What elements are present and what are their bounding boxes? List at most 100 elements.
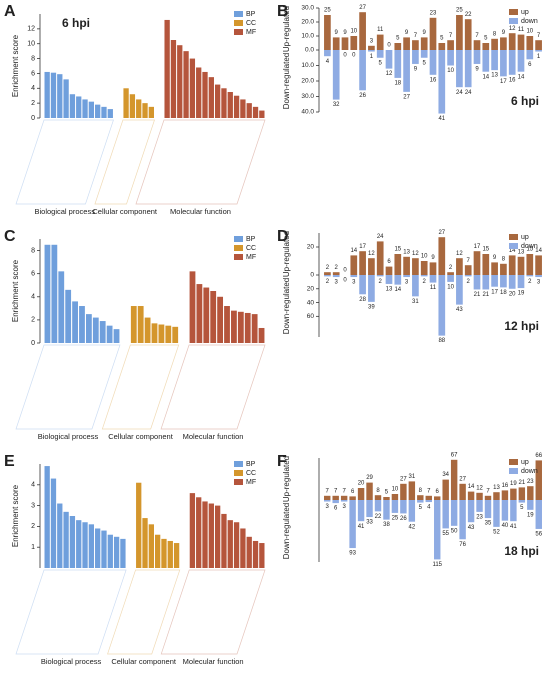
bar	[391, 494, 399, 500]
y-tick-label: 0	[31, 115, 35, 122]
bar	[189, 271, 196, 343]
bar	[456, 15, 463, 50]
y-tick-label: 4	[31, 294, 35, 301]
value-label: 7	[486, 488, 490, 494]
value-label: 32	[333, 102, 340, 108]
bar	[527, 486, 534, 500]
bar	[332, 37, 340, 50]
bar	[340, 500, 348, 502]
value-label: 67	[451, 452, 458, 458]
bar	[63, 511, 69, 568]
legend-label: CC	[246, 20, 256, 27]
bar	[501, 500, 509, 521]
bar	[95, 528, 101, 568]
bar	[526, 50, 534, 60]
bar	[501, 490, 509, 500]
value-label: 8	[502, 256, 506, 262]
bar	[366, 482, 373, 500]
value-label: 7	[537, 33, 541, 39]
y-tick-label: 0.0	[305, 47, 314, 54]
bar	[473, 40, 481, 50]
y-tick-label: 4	[31, 85, 35, 92]
bar	[374, 500, 382, 512]
value-label: 14	[482, 74, 489, 80]
value-label: 5	[423, 60, 427, 66]
value-label: 12	[368, 251, 375, 257]
bar	[517, 34, 525, 50]
bar	[359, 275, 366, 295]
value-label: 19	[527, 512, 534, 518]
value-label: 1	[537, 54, 541, 60]
bar	[136, 99, 142, 118]
value-label: 14	[509, 248, 516, 254]
legend-swatch	[509, 9, 518, 15]
bar	[412, 258, 419, 275]
bar	[79, 306, 85, 343]
bar	[482, 43, 490, 50]
value-label: 9	[343, 30, 347, 36]
bar	[400, 483, 407, 500]
panel-title: 6 hpi	[511, 94, 539, 108]
y-tick-label: 0	[31, 340, 35, 347]
bar	[467, 500, 475, 523]
value-label: 12	[456, 251, 463, 257]
value-label: 25	[324, 8, 331, 14]
value-label: 2	[379, 279, 383, 285]
bar	[324, 50, 331, 57]
bar	[429, 17, 437, 50]
value-label: 38	[383, 522, 390, 528]
value-label: 9	[405, 30, 409, 36]
bar	[224, 306, 230, 343]
bar	[196, 497, 202, 568]
bar	[442, 479, 449, 500]
value-label: 12	[386, 71, 393, 77]
group-label: Molecular function	[170, 207, 231, 216]
y-tick-label: 40.0	[301, 109, 314, 116]
bar	[144, 317, 151, 343]
value-label: 27	[359, 5, 366, 11]
bar	[394, 254, 402, 275]
panel-letter: F	[277, 453, 287, 470]
bar	[161, 538, 167, 568]
legend-label: BP	[246, 236, 256, 243]
value-label: 10	[392, 487, 399, 493]
bar	[508, 50, 516, 75]
legend-swatch	[234, 20, 243, 26]
value-label: 88	[438, 338, 445, 344]
value-label: 27	[403, 94, 410, 100]
bar	[383, 500, 390, 520]
bar	[50, 72, 57, 118]
bar	[341, 37, 349, 50]
y-tick-label: 12	[27, 26, 35, 33]
value-label: 19	[518, 291, 525, 297]
bar	[208, 503, 214, 568]
bar	[148, 106, 154, 118]
bar	[510, 488, 517, 500]
value-label: 5	[484, 36, 488, 42]
legend-swatch	[234, 236, 243, 242]
bar	[447, 272, 454, 275]
group-frame	[15, 569, 127, 655]
bar	[173, 543, 180, 568]
value-label: 7	[427, 488, 431, 494]
panel-letter: C	[4, 228, 16, 245]
bar	[385, 50, 393, 69]
value-label: 115	[432, 562, 442, 568]
bar	[450, 459, 458, 500]
bar	[473, 275, 481, 290]
bar	[72, 301, 78, 343]
bar	[44, 71, 50, 118]
value-label: 14	[468, 484, 475, 490]
bar	[491, 275, 498, 287]
bar	[535, 460, 542, 500]
value-label: 22	[375, 514, 382, 520]
value-label: 23	[476, 514, 483, 520]
bar	[412, 50, 419, 64]
up-axis-label: Up-regulated	[282, 456, 291, 502]
value-label: 0	[387, 43, 391, 49]
value-label: 2	[326, 279, 330, 285]
value-label: 41	[358, 524, 365, 530]
value-label: 15	[526, 247, 533, 253]
value-label: 43	[456, 307, 463, 313]
bar	[44, 466, 50, 568]
